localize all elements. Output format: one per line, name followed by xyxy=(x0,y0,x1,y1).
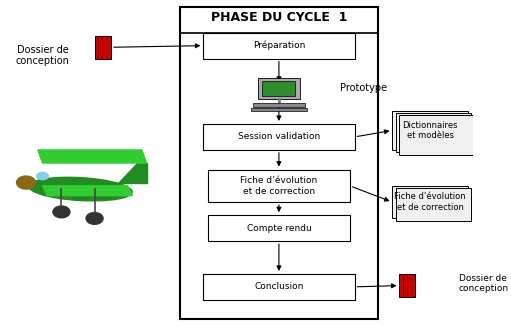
FancyBboxPatch shape xyxy=(399,115,475,155)
FancyBboxPatch shape xyxy=(250,108,307,111)
FancyBboxPatch shape xyxy=(396,113,471,152)
FancyBboxPatch shape xyxy=(400,274,414,297)
FancyBboxPatch shape xyxy=(203,124,355,150)
FancyBboxPatch shape xyxy=(95,36,111,59)
FancyBboxPatch shape xyxy=(258,78,300,99)
Text: Fiche d’évolution
et de correction: Fiche d’évolution et de correction xyxy=(240,176,317,196)
Text: PHASE DU CYCLE  1: PHASE DU CYCLE 1 xyxy=(211,11,347,24)
Text: Dossier de
conception: Dossier de conception xyxy=(16,45,69,66)
Text: Dictionnaires
et modèles: Dictionnaires et modèles xyxy=(403,121,458,140)
FancyBboxPatch shape xyxy=(392,111,468,150)
FancyBboxPatch shape xyxy=(253,103,305,107)
Circle shape xyxy=(86,213,103,224)
Ellipse shape xyxy=(29,177,132,201)
FancyBboxPatch shape xyxy=(262,81,295,96)
Polygon shape xyxy=(42,186,132,196)
Text: Préparation: Préparation xyxy=(253,41,305,51)
Ellipse shape xyxy=(16,176,35,189)
FancyBboxPatch shape xyxy=(203,274,355,300)
FancyBboxPatch shape xyxy=(203,33,355,59)
Text: Fiche d’évolution
et de correction: Fiche d’évolution et de correction xyxy=(394,192,466,212)
FancyBboxPatch shape xyxy=(396,188,471,221)
Text: Prototype: Prototype xyxy=(340,83,387,93)
Circle shape xyxy=(53,206,70,218)
Text: Compte rendu: Compte rendu xyxy=(246,224,311,233)
Text: Conclusion: Conclusion xyxy=(254,282,304,291)
FancyBboxPatch shape xyxy=(208,170,350,202)
FancyBboxPatch shape xyxy=(180,7,378,319)
Text: Session validation: Session validation xyxy=(238,132,320,141)
FancyBboxPatch shape xyxy=(392,186,468,218)
Polygon shape xyxy=(38,150,147,163)
Text: Dossier de
conception: Dossier de conception xyxy=(458,274,508,293)
Polygon shape xyxy=(118,163,147,183)
FancyBboxPatch shape xyxy=(208,215,350,241)
Ellipse shape xyxy=(37,172,49,180)
